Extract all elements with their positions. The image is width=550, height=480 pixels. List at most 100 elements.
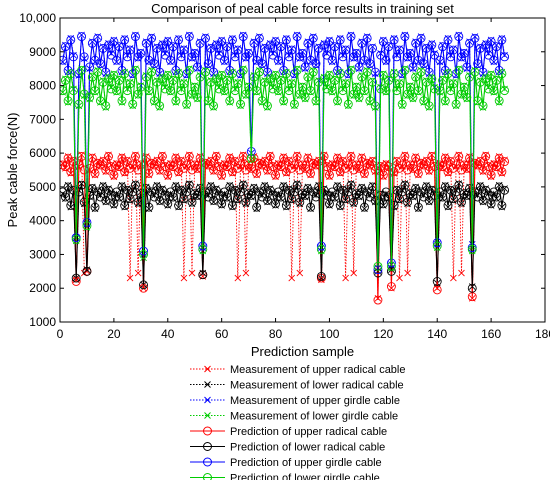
data-point xyxy=(427,74,437,84)
series-8 xyxy=(60,65,510,271)
x-tick-label: 160 xyxy=(481,327,501,341)
data-point xyxy=(95,59,105,69)
data-point xyxy=(238,180,248,190)
data-point xyxy=(104,74,113,84)
data-point xyxy=(467,283,477,293)
data-point xyxy=(152,182,162,192)
legend-label: Measurement of upper radical cable xyxy=(230,364,405,376)
data-point xyxy=(298,49,307,58)
data-point xyxy=(300,163,310,173)
data-point xyxy=(346,152,356,161)
data-point xyxy=(311,96,321,106)
data-point xyxy=(122,185,132,195)
data-point xyxy=(298,160,307,170)
data-point xyxy=(386,261,396,271)
data-point xyxy=(60,192,70,202)
data-point xyxy=(276,42,286,52)
data-point xyxy=(101,165,111,175)
data-point xyxy=(324,170,334,180)
data-point xyxy=(346,65,356,75)
data-point xyxy=(362,67,372,77)
data-point xyxy=(195,72,205,82)
data-point xyxy=(405,49,415,58)
data-point xyxy=(227,167,237,177)
data-point xyxy=(308,33,318,43)
x-tick-label: 20 xyxy=(107,327,121,341)
y-tick-label: 9000 xyxy=(29,45,56,59)
data-point xyxy=(443,69,453,79)
data-point xyxy=(411,184,421,194)
data-point xyxy=(279,96,289,106)
data-point xyxy=(400,32,410,42)
data-point xyxy=(217,37,227,47)
legend-marker xyxy=(204,381,211,388)
data-point xyxy=(403,52,413,62)
data-point xyxy=(198,270,208,280)
x-axis-label: Prediction sample xyxy=(251,344,354,359)
data-point xyxy=(63,182,73,192)
data-point xyxy=(497,167,507,177)
data-point xyxy=(209,101,219,111)
data-point xyxy=(144,55,154,65)
data-point xyxy=(281,167,291,177)
data-point xyxy=(500,185,510,195)
data-point xyxy=(166,86,175,96)
legend-item: Prediction of upper radical cable xyxy=(190,426,387,438)
data-point xyxy=(85,62,95,72)
data-point xyxy=(211,74,221,84)
data-point xyxy=(109,199,119,209)
data-point xyxy=(168,192,178,202)
data-point xyxy=(252,202,262,212)
data-point xyxy=(171,182,181,192)
data-point xyxy=(93,33,103,43)
data-point xyxy=(411,153,421,163)
data-point xyxy=(303,38,313,48)
data-point xyxy=(306,168,316,178)
data-point xyxy=(362,33,372,43)
data-point xyxy=(163,70,173,80)
data-point xyxy=(384,76,394,85)
legend-label: Prediction of lower girdle cable xyxy=(230,473,380,480)
data-point xyxy=(136,82,146,92)
data-point xyxy=(438,76,448,85)
data-point xyxy=(222,162,232,172)
data-point xyxy=(117,65,127,75)
data-point xyxy=(281,69,291,79)
data-point xyxy=(60,55,68,65)
axes: 0 20 40 60 80 100 120 140 160 180 1000 2000 3000 4000… xyxy=(19,11,550,341)
data-point xyxy=(106,84,116,94)
data-point xyxy=(475,77,485,87)
data-point xyxy=(335,35,345,45)
data-point xyxy=(195,38,205,48)
data-point xyxy=(481,152,491,161)
data-point xyxy=(63,65,73,75)
chart-title: Comparison of peal cable force results i… xyxy=(151,1,454,16)
data-point xyxy=(114,76,124,85)
data-point xyxy=(333,153,342,163)
data-point xyxy=(241,197,251,207)
data-point xyxy=(95,160,105,170)
data-point xyxy=(295,197,305,207)
data-point xyxy=(357,72,367,82)
data-point xyxy=(494,182,504,192)
data-point xyxy=(155,195,165,205)
data-point xyxy=(351,160,361,170)
data-point xyxy=(300,62,310,72)
data-point xyxy=(459,160,469,170)
data-point xyxy=(435,86,445,96)
data-point xyxy=(254,158,264,168)
data-point xyxy=(421,182,431,192)
data-point xyxy=(184,65,194,75)
data-point xyxy=(93,158,103,168)
data-point xyxy=(303,72,313,82)
data-point xyxy=(384,42,394,52)
data-point xyxy=(249,184,259,194)
data-point xyxy=(494,96,504,106)
data-point xyxy=(381,86,391,96)
data-point xyxy=(349,165,359,175)
data-point xyxy=(419,96,429,106)
data-point xyxy=(362,158,372,168)
data-point xyxy=(395,79,404,89)
data-point xyxy=(149,59,159,69)
data-point xyxy=(257,96,267,106)
